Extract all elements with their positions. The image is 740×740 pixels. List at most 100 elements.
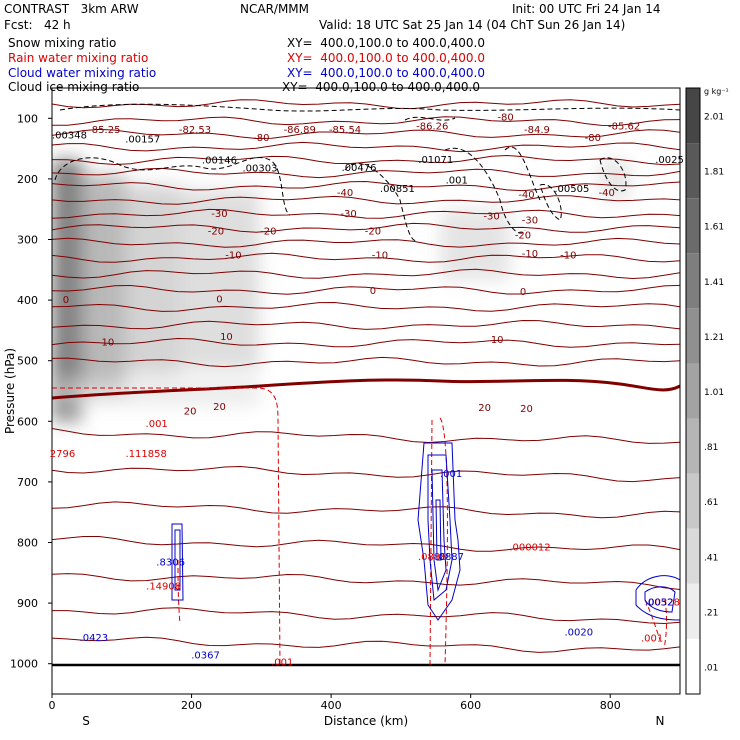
y-tick-label: 100 [17, 112, 38, 125]
contour-extremum-label: .0888 [418, 552, 447, 563]
isotherm-line [52, 208, 680, 219]
colorbar-cell [686, 253, 700, 309]
isotherm-line [52, 128, 680, 140]
isotherm-label: 20 [520, 404, 533, 415]
field-xy-snow: XY= 400.0,100.0 to 400.0,400.0 [287, 36, 485, 50]
contour-extremum-label: .001 [446, 176, 468, 187]
isotherm-label: 10 [220, 332, 233, 343]
colorbar-cell [686, 418, 700, 474]
contour-extremum-label: 2796 [50, 449, 75, 460]
isotherm-line [52, 636, 680, 653]
isotherm-label: -10 [372, 251, 388, 262]
colorbar-cell [686, 143, 700, 199]
isotherm-label: -40 [599, 188, 615, 199]
field-xy-cloud-water: XY= 400.0,100.0 to 400.0,400.0 [287, 66, 485, 80]
isotherm-label: 0 [520, 287, 526, 298]
isotherm-label: -84.9 [524, 125, 550, 136]
isotherm-line [52, 116, 680, 127]
isotherm-label: 0 [370, 286, 376, 297]
x-end-label-right: N [656, 714, 665, 728]
isotherm-line [52, 222, 680, 233]
contour-extremum-label: .0887 [435, 552, 464, 563]
isotherm-line [52, 141, 680, 153]
isotherm-label: -80 [253, 133, 269, 144]
isotherm-label: -20 [515, 231, 531, 242]
y-tick-label: 800 [17, 537, 38, 550]
y-tick-label: 400 [17, 294, 38, 307]
contour-extremum-label: .00303 [242, 163, 277, 174]
chart-labels: -85.25 -82.53 -86.89 -85.54 -86.26 -84.9 -85.6… [50, 112, 684, 668]
isotherm-line [52, 428, 680, 444]
isotherm-label: -82.53 [179, 125, 211, 136]
freezing-level-line [52, 378, 680, 400]
colorbar-label: .61 [704, 498, 718, 508]
y-tick-label: 600 [17, 415, 38, 428]
isotherm-label: -85.25 [88, 125, 120, 136]
colorbar-label: 1.61 [704, 223, 724, 233]
x-tick-label: 0 [49, 699, 56, 712]
isotherm-line [52, 180, 680, 192]
contour-extremum-label: .00505 [554, 184, 589, 195]
colorbar-label: 2.01 [704, 113, 724, 123]
valid-time: Valid: 18 UTC Sat 25 Jan 14 (04 ChT Sun … [319, 18, 626, 32]
isotherm-line [52, 252, 680, 263]
center-label: NCAR/MMM [240, 2, 310, 16]
x-tick-label: 600 [460, 699, 481, 712]
colorbar-unit: g kg⁻¹ [704, 87, 729, 96]
contour-extremum-label: .001 [271, 657, 293, 668]
contour-extremum-label: .001 [440, 469, 462, 480]
isotherm-label: -10 [560, 251, 576, 262]
contour-extremum-label: .00328 [645, 597, 680, 608]
isotherm-label: -85.54 [329, 125, 361, 136]
colorbar-cell [686, 583, 700, 639]
colorbar-label: .01 [704, 663, 718, 673]
isotherm-label: -80 [497, 112, 513, 123]
x-end-label-left: S [82, 714, 90, 728]
isotherm-line [52, 195, 680, 205]
isotherm-line [52, 301, 680, 312]
contour-extremum-label: .00348 [52, 131, 87, 142]
field-xy-cloud-ice: XY= 400.0,100.0 to 400.0,400.0 [282, 80, 480, 94]
contour-extremum-label: .0025 [655, 155, 684, 166]
colorbar-cell [686, 638, 700, 694]
colorbar-cell [686, 528, 700, 584]
isotherm-label: 0 [216, 294, 222, 305]
colorbar-cell [686, 473, 700, 529]
colorbar: 2.011.811.611.411.211.01.81.61.41.21.01 … [685, 87, 729, 695]
y-axis-label: Pressure (hPa) [3, 348, 17, 434]
snow-contours [54, 103, 680, 242]
isotherm-line [52, 536, 680, 552]
colorbar-label: 1.41 [704, 278, 724, 288]
isotherm-label: -10 [522, 249, 538, 260]
isotherm-line [52, 465, 680, 483]
isotherm-label: -40 [518, 190, 534, 201]
isotherm-label: -30 [340, 209, 356, 220]
isotherm-line [52, 268, 680, 280]
colorbar-label: 1.01 [704, 388, 724, 398]
y-tick-label: 200 [17, 173, 38, 186]
y-tick-label: 1000 [10, 658, 38, 671]
field-name-cloud-water: Cloud water mixing ratio [8, 66, 157, 80]
isotherm-line [52, 356, 680, 368]
forecast-hour: Fcst: 42 h [4, 18, 71, 32]
isotherm-label: 20 [478, 403, 491, 414]
isotherm-line [52, 167, 680, 179]
x-tick-label: 400 [321, 699, 342, 712]
isotherm-line [52, 284, 680, 295]
isotherm-label: 20 [184, 406, 197, 417]
model-title: CONTRAST 3km ARW [4, 2, 139, 16]
field-xy-rain: XY= 400.0,100.0 to 400.0,400.0 [287, 51, 485, 65]
colorbar-cell [686, 88, 700, 144]
isotherm-line [52, 99, 680, 110]
contour-extremum-label: .001 [641, 634, 663, 645]
isotherm-line [52, 319, 680, 330]
colorbar-label: 1.81 [704, 168, 724, 178]
contour-extremum-label: .0052 [645, 597, 674, 608]
contour-extremum-label: .000012 [509, 543, 550, 554]
isotherm-label: 10 [491, 335, 504, 346]
contour-extremum-label: .01071 [418, 155, 453, 166]
isotherm-line [52, 573, 680, 590]
isotherm-label: -20 [365, 226, 381, 237]
isotherm-label: -86.89 [284, 125, 316, 136]
